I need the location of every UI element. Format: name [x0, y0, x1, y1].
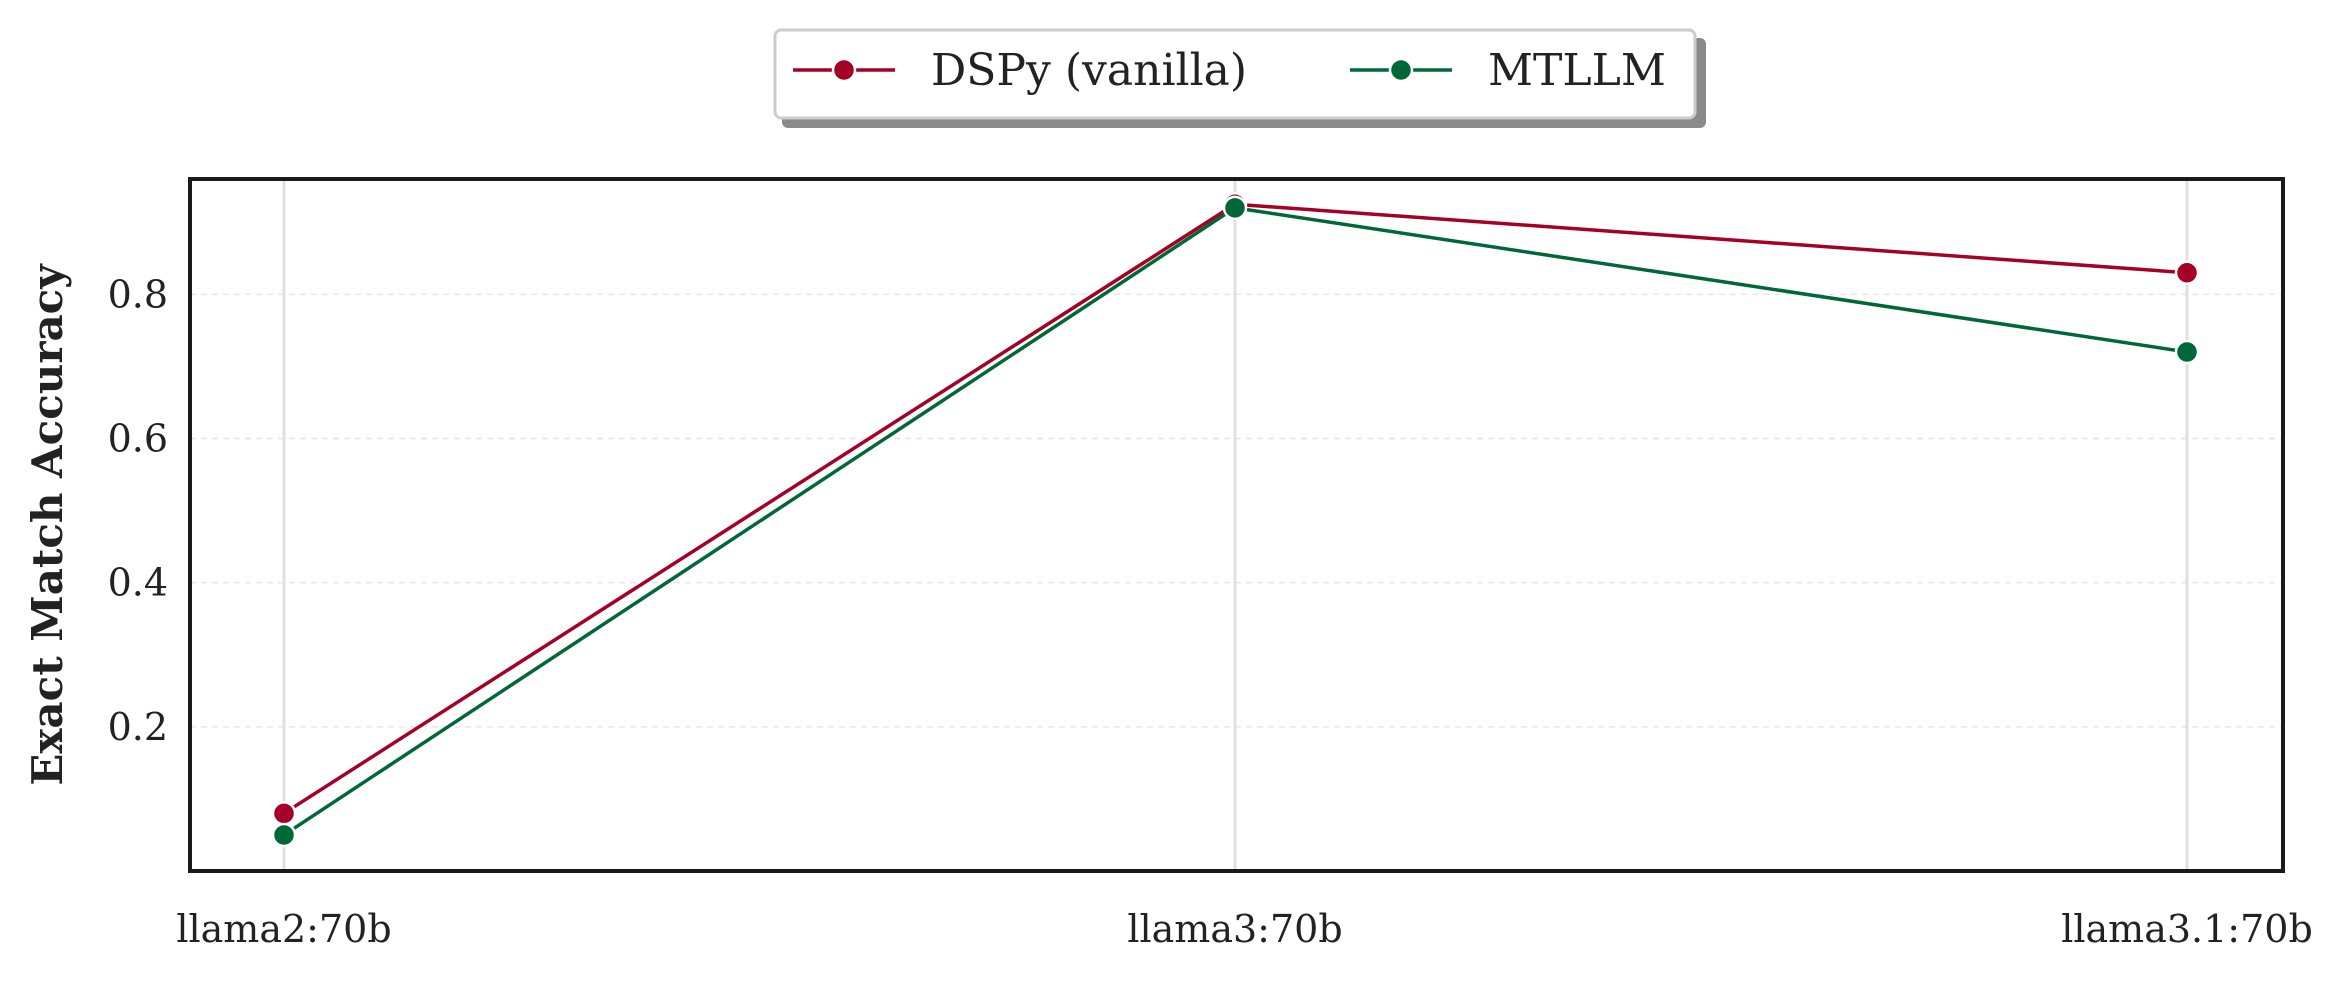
y-tick-label: 0.8 — [108, 272, 168, 316]
y-tick-label: 0.6 — [108, 417, 168, 461]
y-tick-label: 0.4 — [108, 561, 168, 605]
data-point-series-1 — [271, 801, 297, 826]
grid-layer — [190, 179, 2283, 871]
y-tick-label: 0.2 — [108, 705, 168, 749]
data-point-series-2 — [271, 822, 297, 848]
x-tick-label: llama3.1:70b — [2061, 907, 2313, 951]
x-tick-label: llama3:70b — [1127, 907, 1342, 951]
x-tick-labels: llama2:70b llama3:70b llama3.1:70b — [176, 907, 2312, 951]
series-layer — [271, 191, 2200, 848]
legend-marker-1 — [831, 57, 857, 83]
data-point-series-1 — [2174, 260, 2200, 285]
legend-label-1: DSPy (vanilla) — [931, 45, 1247, 96]
data-point-series-2 — [1222, 195, 1248, 221]
legend-marker-2 — [1388, 57, 1414, 83]
y-tick-labels: 0.2 0.4 0.6 0.8 — [108, 272, 168, 748]
legend: DSPy (vanilla) MTLLM — [773, 28, 1706, 128]
legend-box — [773, 28, 1697, 120]
x-tick-label: llama2:70b — [176, 907, 391, 951]
data-point-series-2 — [2174, 339, 2200, 365]
legend-label-2: MTLLM — [1488, 45, 1666, 96]
plot-frame — [188, 177, 2285, 873]
legend-items: DSPy (vanilla) MTLLM — [793, 45, 1666, 96]
y-axis-label: Exact Match Accuracy — [23, 263, 72, 786]
